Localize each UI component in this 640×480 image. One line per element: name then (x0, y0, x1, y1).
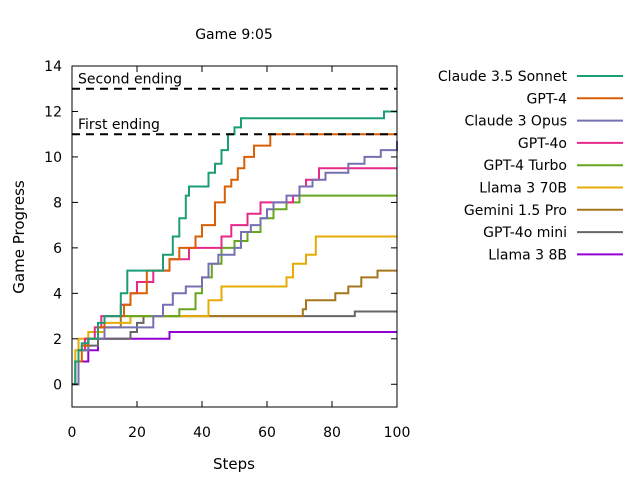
x-tick-label: 0 (68, 425, 77, 441)
x-tick-label: 20 (128, 425, 146, 441)
plot-frame (71, 65, 398, 408)
y-axis: 0 2 4 6 8 10 12 14 (44, 59, 397, 393)
legend-label-claude-3-5-sonnet: Claude 3.5 Sonnet (438, 69, 568, 85)
legend-label-gpt-4o-mini: GPT-4o mini (483, 225, 567, 241)
legend-label-gpt-4-turbo: GPT-4 Turbo (484, 158, 567, 174)
y-axis-label: Game Progress (10, 180, 28, 294)
first-ending-label: First ending (78, 117, 160, 133)
chart-title: Game 9:05 (195, 27, 273, 43)
reference-lines: Second ending First ending (72, 72, 397, 136)
x-tick-label: 40 (193, 425, 211, 441)
series-line-llama-3-70b (72, 235, 397, 386)
y-tick-label: 10 (44, 150, 62, 166)
legend: Claude 3.5 Sonnet GPT-4 Claude 3 Opus GPT-4… (438, 69, 623, 263)
legend-label-gpt-4: GPT-4 (526, 91, 567, 107)
series-line-gpt-4o (72, 167, 397, 386)
x-tick-label: 60 (258, 425, 276, 441)
y-tick-label: 14 (44, 59, 62, 75)
x-axis: 0 20 40 60 80 100 (68, 66, 411, 441)
legend-label-claude-3-opus: Claude 3 Opus (465, 114, 568, 130)
x-axis-label: Steps (213, 455, 255, 473)
y-tick-label: 8 (53, 195, 62, 211)
x-tick-label: 80 (323, 425, 341, 441)
y-tick-label: 4 (53, 286, 62, 302)
second-ending-label: Second ending (78, 72, 182, 88)
legend-label-gpt-4o: GPT-4o (518, 136, 567, 152)
series-line-llama-3-8b (72, 331, 397, 386)
series-layer (72, 110, 398, 386)
x-tick-label: 100 (384, 425, 411, 441)
legend-label-gemini-1-5-pro: Gemini 1.5 Pro (464, 203, 567, 219)
y-tick-label: 2 (53, 332, 62, 348)
y-tick-label: 0 (53, 377, 62, 393)
legend-label-llama-3-70b: Llama 3 70B (479, 181, 567, 197)
legend-label-llama-3-8b: Llama 3 8B (488, 247, 567, 263)
series-line-claude-3-opus (72, 141, 398, 386)
y-tick-label: 12 (44, 104, 62, 120)
y-tick-label: 6 (53, 241, 62, 257)
